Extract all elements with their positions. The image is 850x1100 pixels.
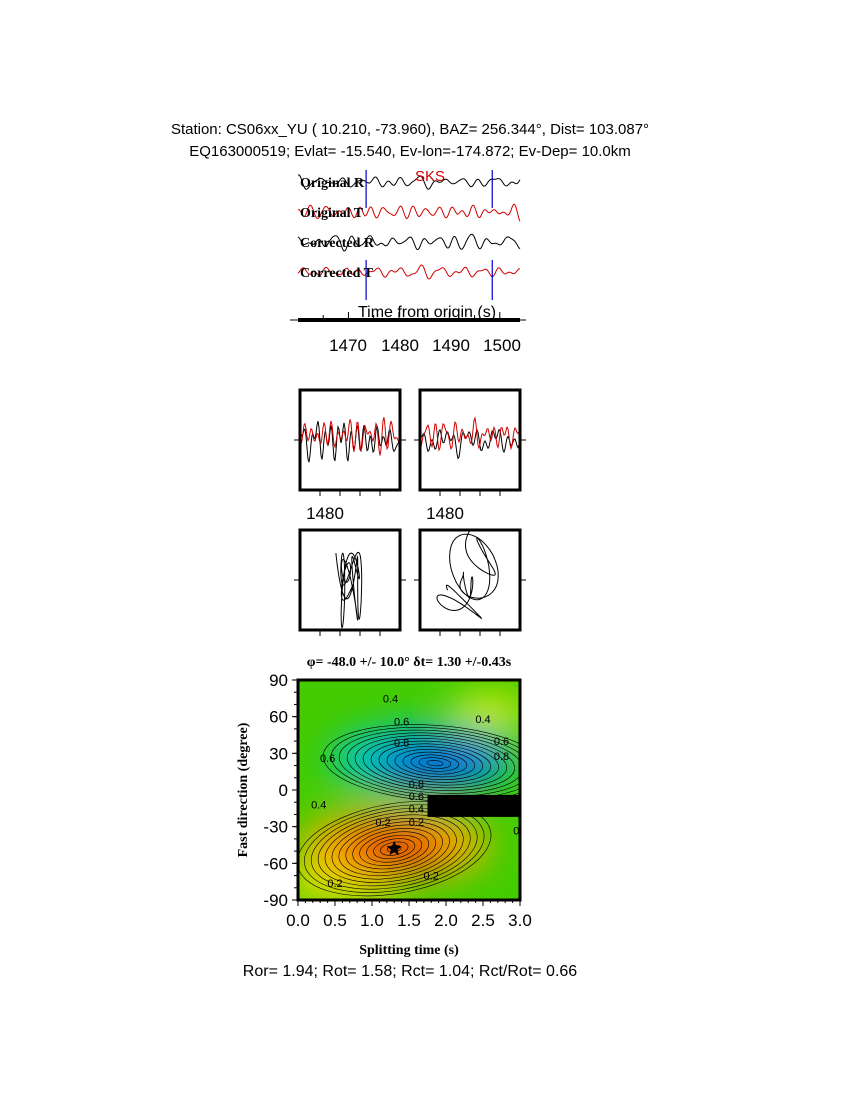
shade: [373, 745, 504, 782]
waveform-trace: [297, 203, 521, 222]
contour-label: 0.8: [494, 751, 509, 763]
contour-line: [378, 743, 492, 783]
contour-line: [298, 801, 492, 897]
contour-line: [345, 824, 443, 873]
contour-label: 0.4: [383, 693, 398, 705]
contour-label: 0.2: [409, 817, 424, 829]
waveform-trace: [297, 264, 521, 280]
particle-motion-panel: [335, 551, 363, 629]
contour-line: [338, 821, 450, 876]
contour-label: 0.6: [409, 791, 424, 803]
dense-contour-band: [427, 794, 520, 817]
waveform-trace: [300, 417, 400, 456]
tick-label: 0.0: [286, 911, 310, 930]
contour-line: [418, 757, 452, 769]
tick-label: 2.5: [471, 911, 495, 930]
tick-label: -60: [263, 854, 288, 873]
contour-line: [346, 732, 520, 794]
y-axis-label: Fast direction (degree): [236, 722, 251, 857]
waveform-panel: [300, 417, 400, 463]
x-axis-label: Splitting time (s): [359, 943, 459, 958]
contour-line: [394, 749, 476, 778]
contour-label: 0.4: [475, 714, 490, 726]
contour-line: [426, 760, 444, 767]
contour-line: [303, 804, 485, 893]
station-title: Station: CS06xx_YU ( 10.210, -73.960), B…: [170, 121, 650, 138]
tick-label: 1.5: [397, 911, 421, 930]
time-axis-label: Time from origin (s): [358, 304, 496, 321]
contour-line: [330, 727, 520, 800]
contour-line: [352, 828, 436, 870]
particle-motion-path: [335, 551, 363, 629]
contour-line: [362, 738, 508, 789]
tick-label: 30: [269, 744, 288, 763]
trace-label: Corrected R: [300, 236, 375, 251]
tick-label: 1480: [306, 504, 344, 523]
tick-label: 1480: [426, 504, 464, 523]
tick-label: 90: [269, 671, 288, 690]
contour-line: [331, 817, 457, 880]
tick-label: 2.0: [434, 911, 458, 930]
particle-motion-path: [436, 530, 499, 620]
contour-line: [317, 811, 471, 887]
tick-label: 1490: [432, 336, 470, 355]
contour-label: 0.6: [494, 736, 509, 748]
contour-label: 0.4: [311, 800, 326, 812]
ratio-summary: Ror= 1.94; Rot= 1.58; Rct= 1.04; Rct/Rot…: [242, 963, 578, 980]
contour-line: [310, 807, 478, 890]
contour-line: [373, 838, 416, 860]
waveform-trace: [420, 428, 520, 460]
contour-label: 0.6: [320, 753, 335, 765]
contour-label: 0: [513, 825, 519, 837]
event-title: EQ163000519; Evlat= -15.540, Ev-lon=-174…: [189, 143, 631, 160]
tick-label: 0.5: [323, 911, 347, 930]
waveform-panel: [420, 416, 520, 460]
waveform-trace: [297, 233, 521, 252]
tick-label: 60: [269, 708, 288, 727]
tick-label: 1470: [329, 336, 367, 355]
contour-line: [410, 754, 460, 772]
trace-label: Original T: [300, 206, 364, 221]
contour-label: 0.8: [394, 737, 409, 749]
contour-line: [324, 814, 464, 883]
tick-label: 0: [279, 781, 288, 800]
contour-label: 0.6: [394, 717, 409, 729]
waveform-trace: [420, 416, 520, 452]
trace-label: Original R: [300, 176, 365, 191]
trace-panel: [297, 170, 521, 300]
shade: [450, 690, 520, 731]
phase-label: SKS: [415, 168, 445, 185]
trace-label: Corrected T: [300, 266, 374, 281]
tick-label: 3.0: [508, 911, 532, 930]
contour-label: 0.2: [327, 878, 342, 890]
best-fit-star-icon: [386, 840, 402, 856]
contour-line: [338, 729, 520, 797]
misfit-grid: 0.40.60.80.40.60.80.60.80.60.40.20.20.40…: [298, 680, 520, 900]
tick-label: 1500: [483, 336, 521, 355]
contour-label: 0.2: [424, 871, 439, 883]
panel-frame: [418, 528, 522, 632]
contour-line: [402, 751, 468, 775]
panel-frame: [298, 528, 402, 632]
contour-label: 0.2: [375, 817, 390, 829]
contour-label: 0.8: [409, 779, 424, 791]
contour-line: [370, 740, 500, 786]
tick-label: -90: [263, 891, 288, 910]
tick-label: 1.0: [360, 911, 384, 930]
particle-motion-panel: [436, 530, 499, 620]
waveform-trace: [300, 421, 400, 463]
contour-line: [380, 841, 409, 856]
contour-line: [386, 746, 484, 780]
contour-line: [322, 724, 520, 802]
contour-line: [359, 831, 430, 866]
contour-line: [366, 834, 423, 863]
tick-label: 1480: [381, 336, 419, 355]
result-title: φ= -48.0 +/- 10.0° δt= 1.30 +/-0.43s: [307, 655, 512, 670]
tick-label: -30: [263, 818, 288, 837]
contour-label: 0.4: [409, 803, 424, 815]
waveform-trace: [297, 174, 521, 190]
contour-line: [354, 735, 516, 791]
